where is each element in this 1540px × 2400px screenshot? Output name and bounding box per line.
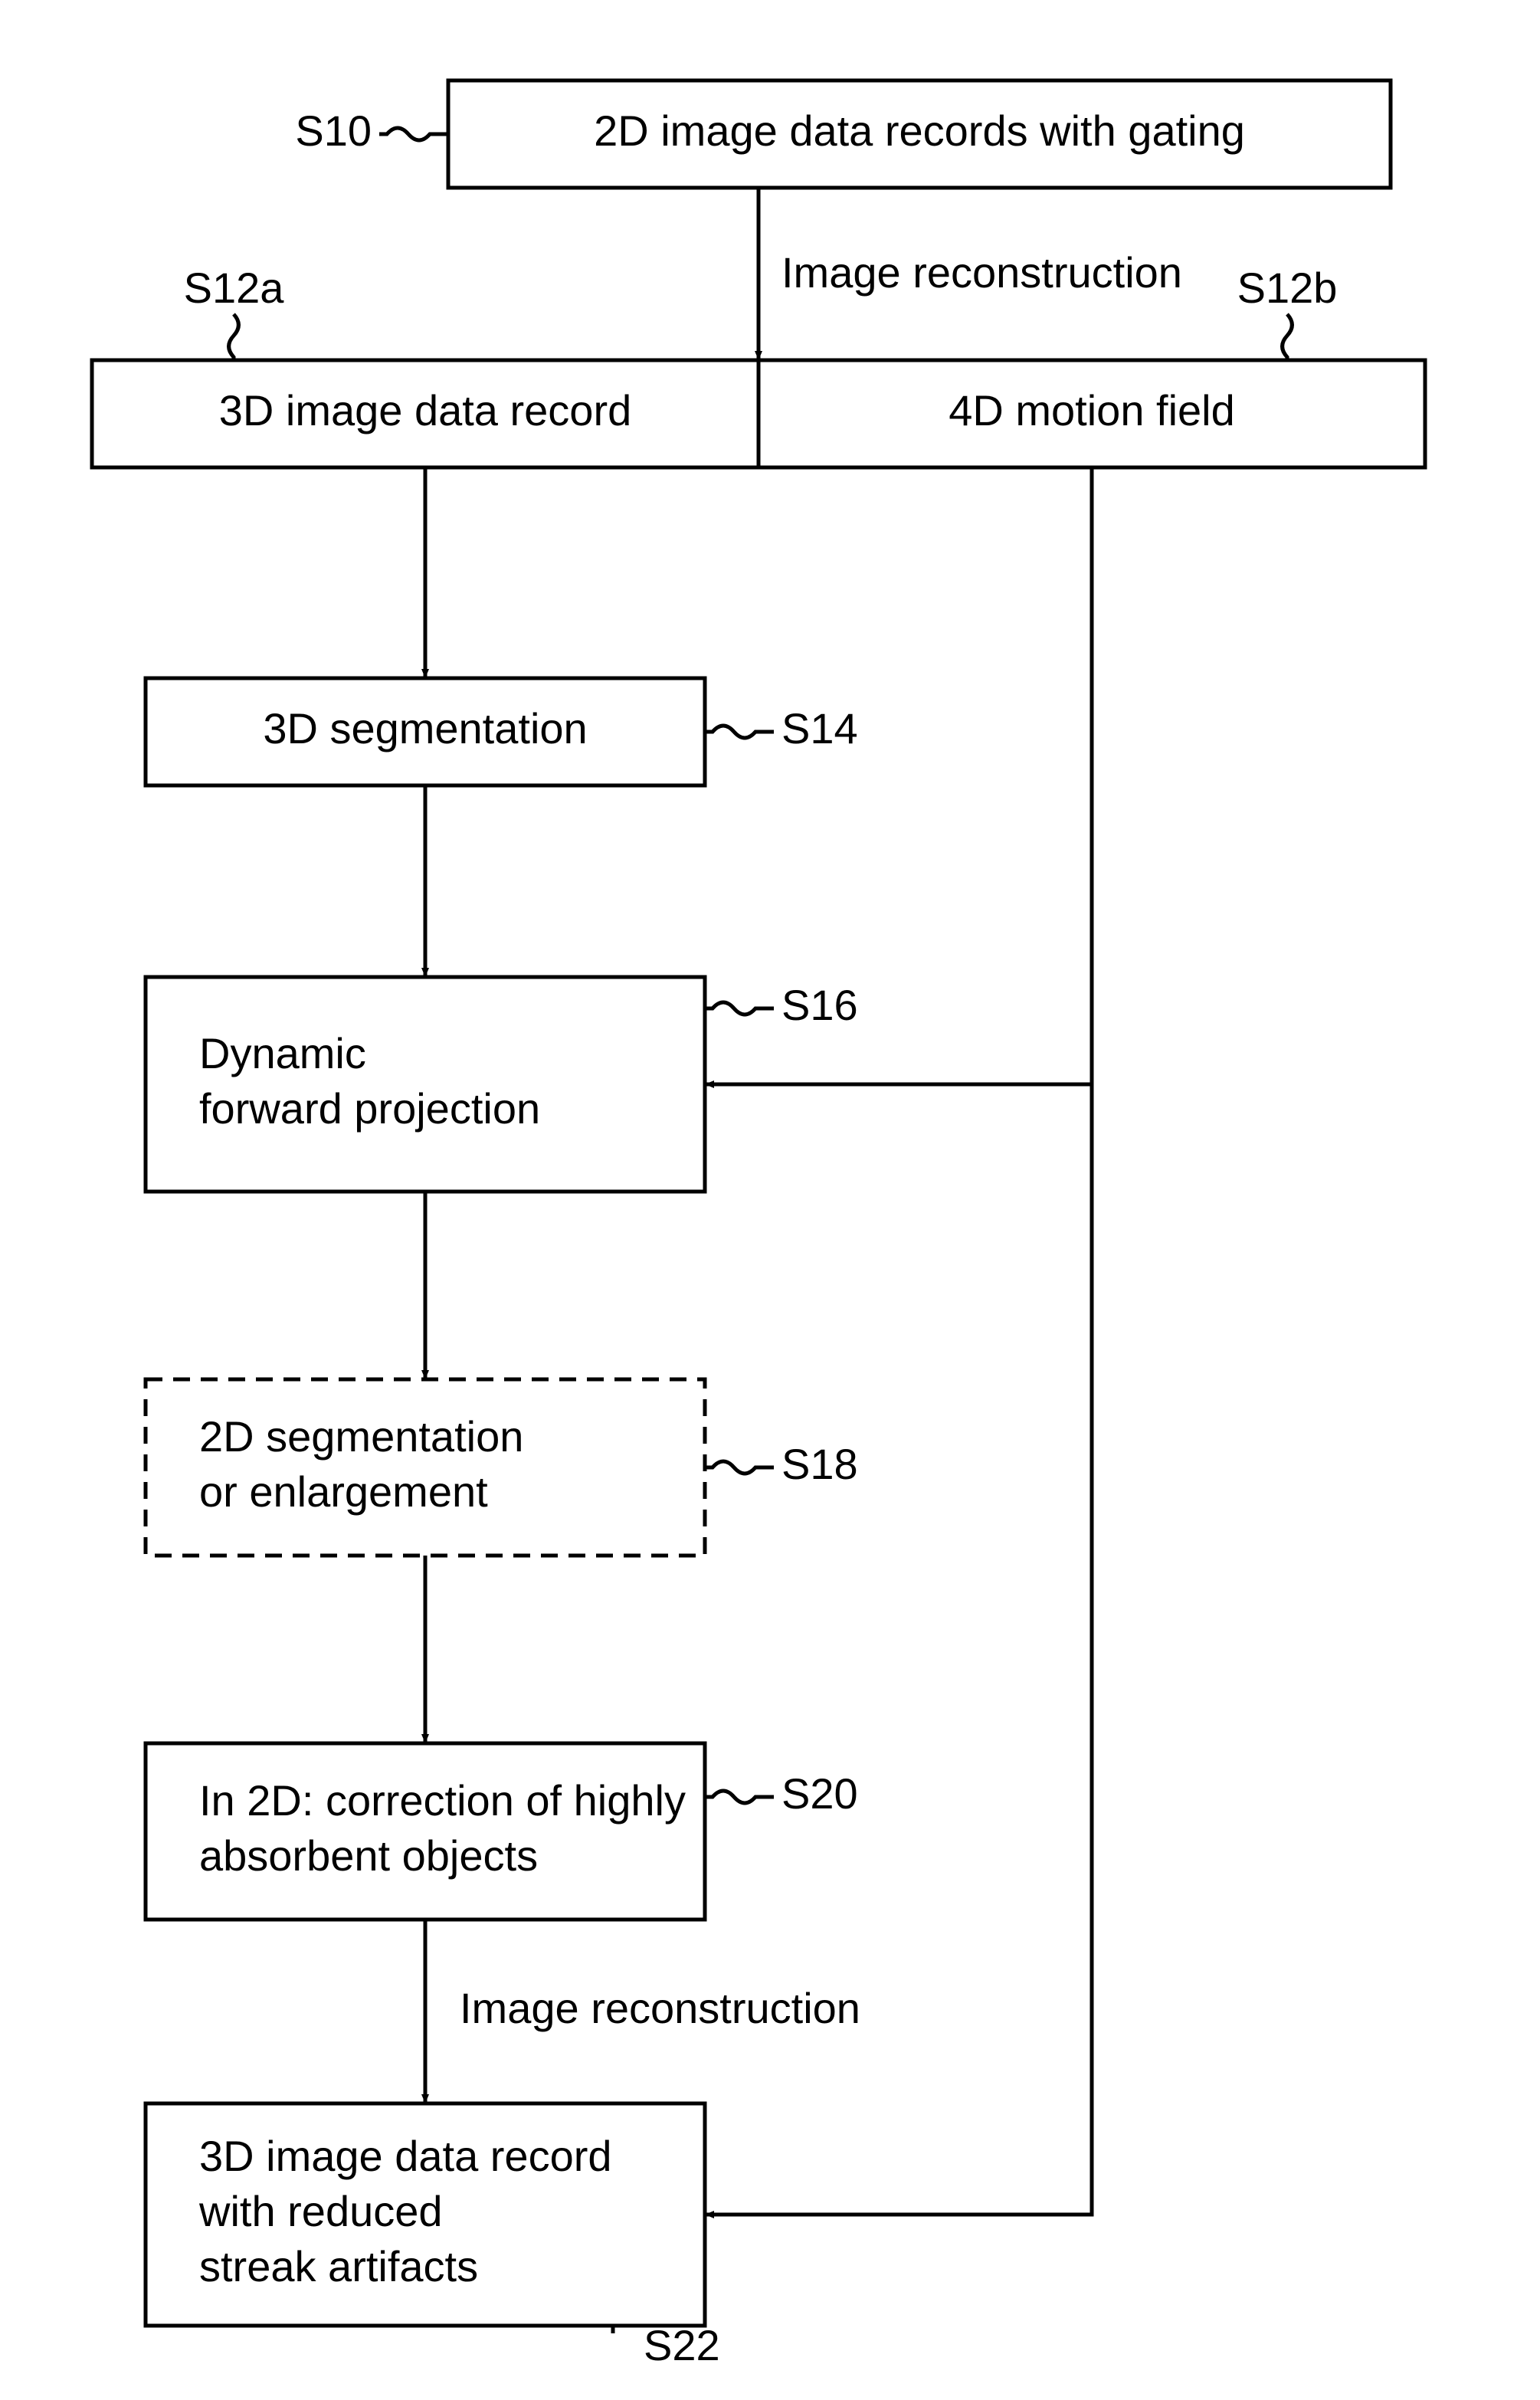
node-s22-text-2: streak artifacts — [199, 2242, 478, 2290]
node-s16-label: S16 — [781, 981, 858, 1029]
node-s20-text-1: absorbent objects — [199, 1831, 538, 1880]
node-s10: 2D image data records with gating S10 — [295, 80, 1391, 188]
node-s12b-text-0: 4D motion field — [949, 386, 1235, 434]
node-s22-label: S22 — [644, 2321, 720, 2369]
node-s20-text-0: In 2D: correction of highly — [199, 1776, 686, 1825]
node-s18-label: S18 — [781, 1440, 858, 1488]
node-s14-text-0: 3D segmentation — [263, 704, 587, 752]
node-s18-text-0: 2D segmentation — [199, 1412, 523, 1461]
node-s18-text-1: or enlargement — [199, 1467, 488, 1516]
node-s14-label: S14 — [781, 704, 858, 752]
node-s12a: 3D image data record S12a — [92, 264, 759, 467]
node-s12a-text-0: 3D image data record — [219, 386, 632, 434]
edge-s12b-s16 — [705, 467, 1092, 1084]
node-s22-text-1: with reduced — [198, 2187, 443, 2235]
node-s16-text-0: Dynamic — [199, 1029, 366, 1077]
node-s10-text-0: 2D image data records with gating — [594, 107, 1245, 155]
node-s14: 3D segmentation S14 — [146, 678, 858, 785]
node-s16-leader — [705, 1002, 774, 1015]
node-s10-leader — [379, 128, 448, 140]
node-s18: 2D segmentation or enlargement S18 — [146, 1379, 858, 1556]
node-s10-label: S10 — [295, 107, 372, 155]
edge-label-s10-s12_mid: Image reconstruction — [781, 248, 1182, 297]
node-s20-label: S20 — [781, 1769, 858, 1818]
flowchart: Image reconstruction Image reconstruction… — [0, 0, 1540, 2400]
node-s12b-leader — [1283, 314, 1293, 360]
node-s20: In 2D: correction of highly absorbent obj… — [146, 1743, 858, 1920]
node-s12b-label: S12b — [1237, 264, 1338, 312]
edge-label-s20-s22: Image reconstruction — [460, 1984, 860, 2032]
node-s12a-leader — [229, 314, 239, 360]
node-s14-leader — [705, 726, 774, 738]
node-s20-leader — [705, 1791, 774, 1803]
node-s22-text-0: 3D image data record — [199, 2132, 612, 2180]
node-s16-text-1: forward projection — [199, 1084, 540, 1133]
edge-s12b-s22 — [705, 467, 1092, 2215]
node-s18-leader — [705, 1461, 774, 1474]
node-s22: 3D image data record with reduced streak a… — [146, 2103, 720, 2369]
node-s12a-label: S12a — [184, 264, 285, 312]
